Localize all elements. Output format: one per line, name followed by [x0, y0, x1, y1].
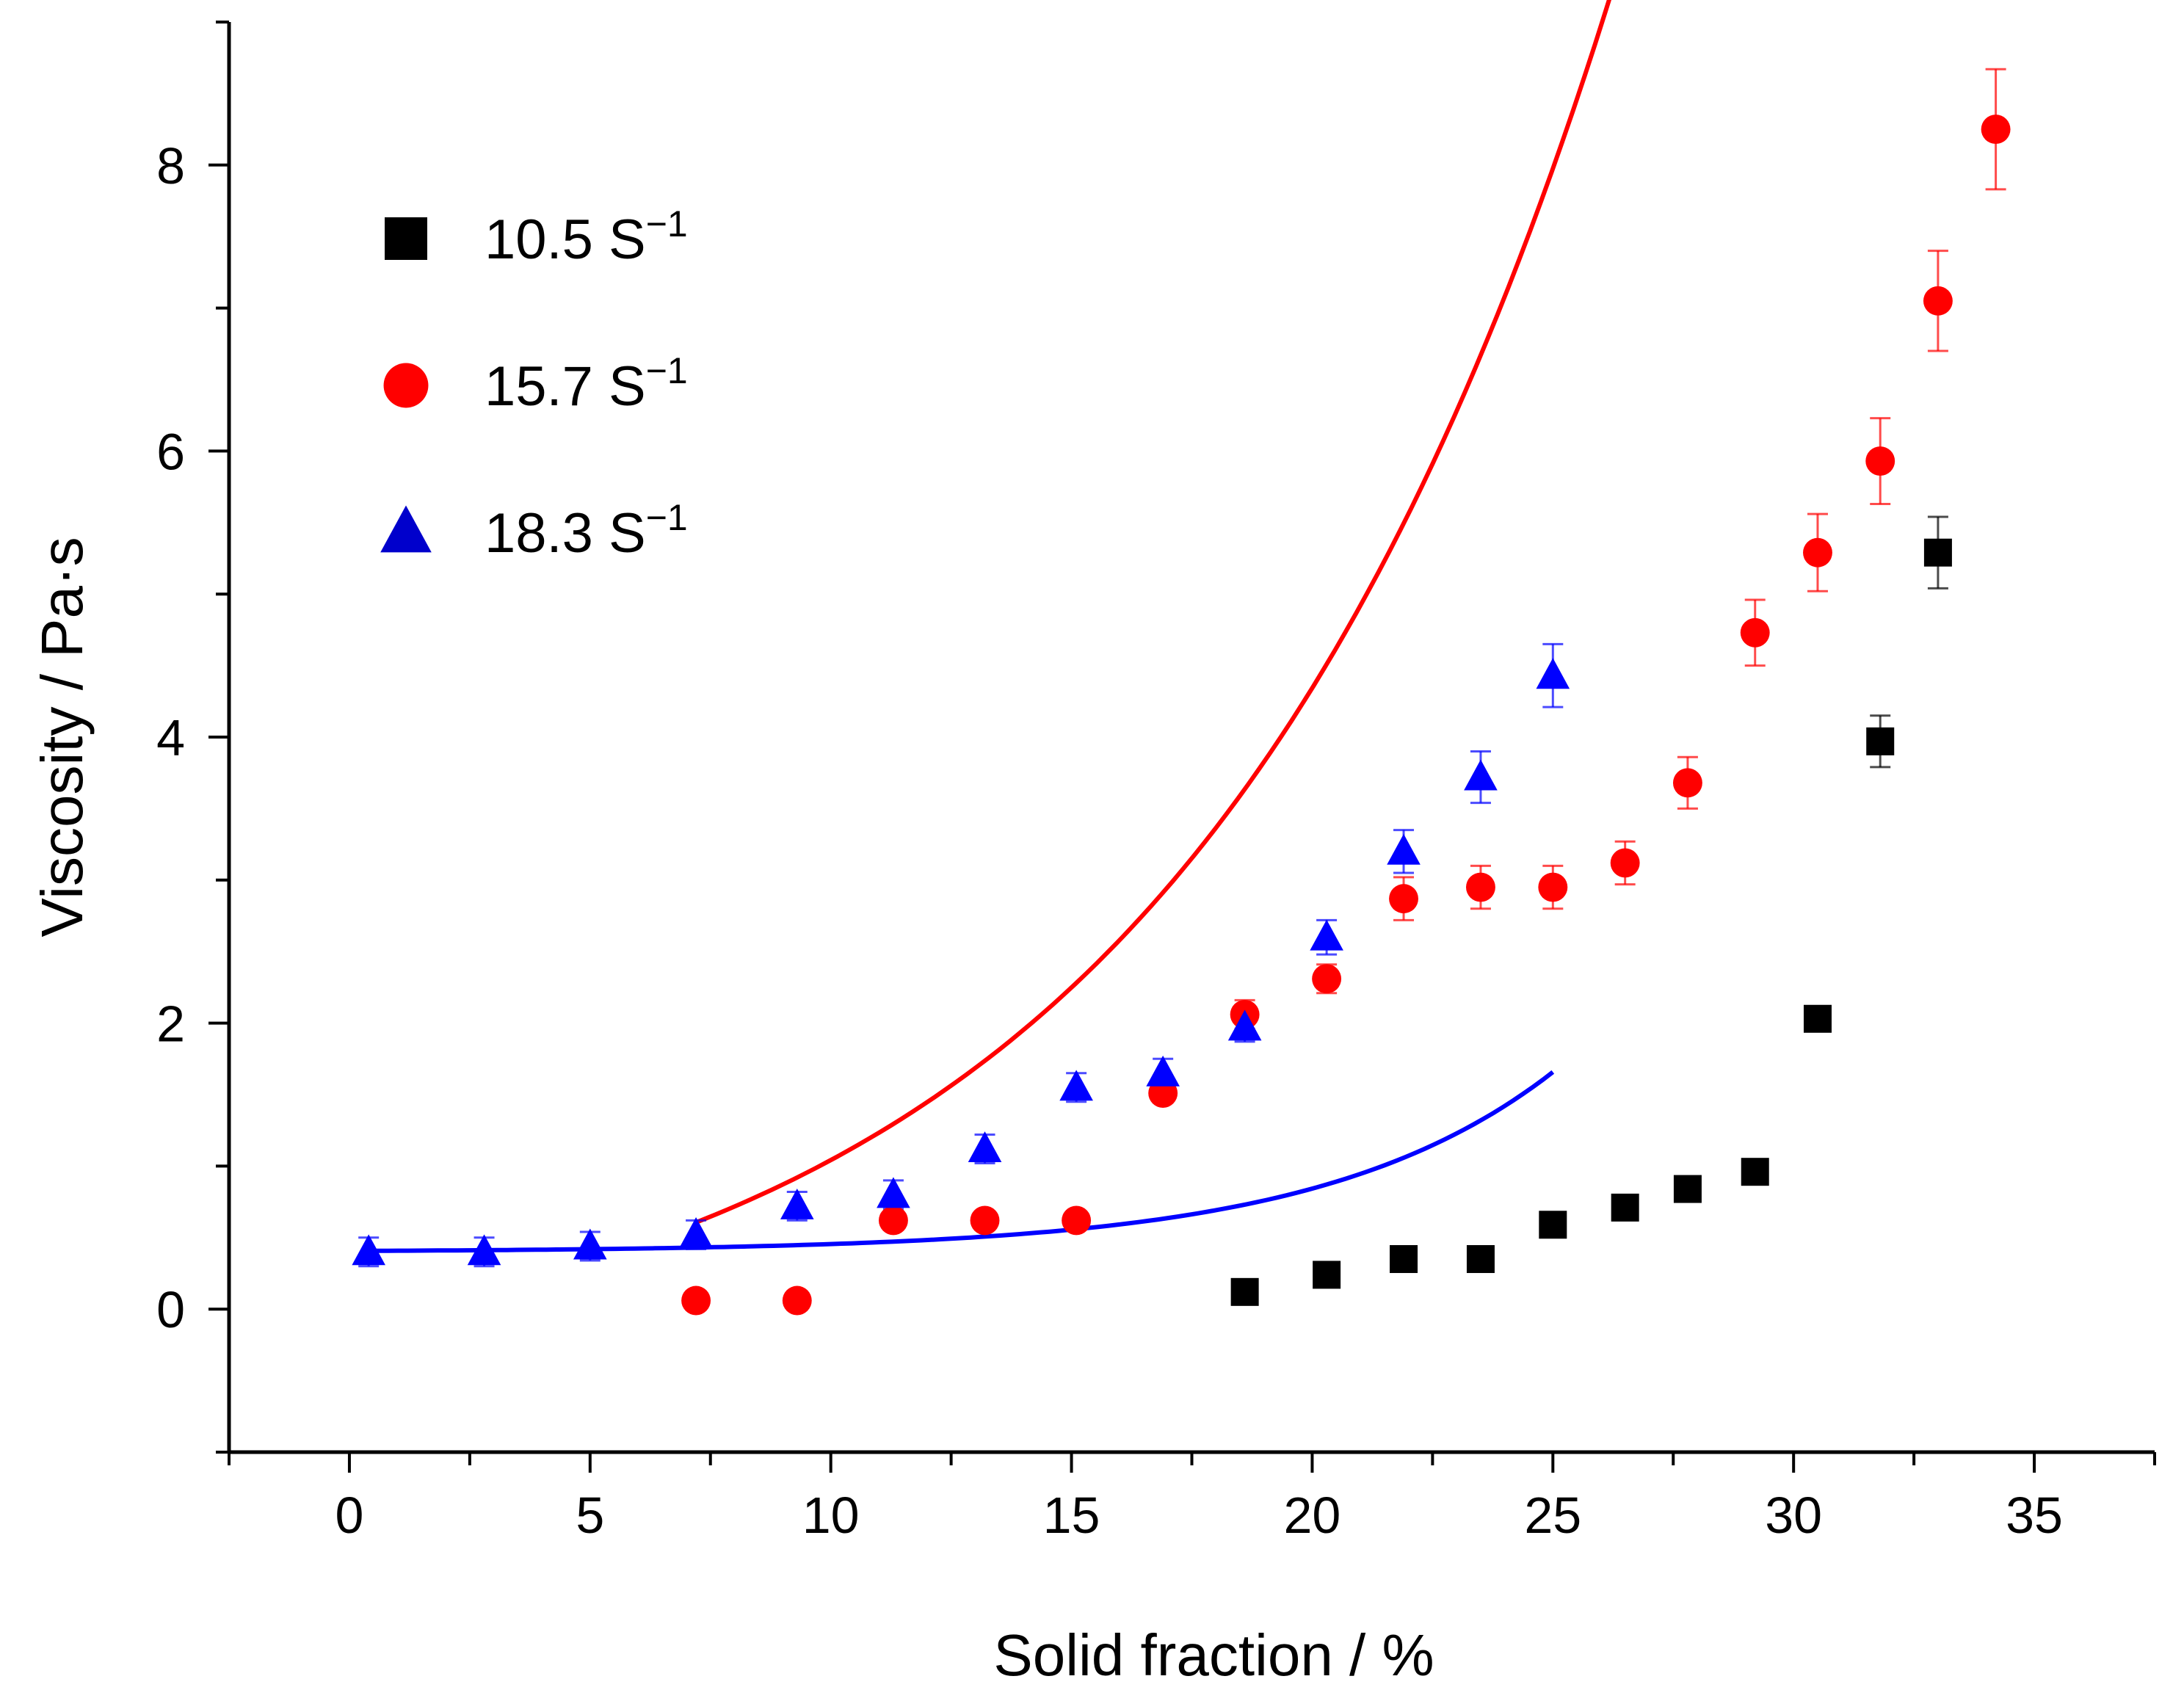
legend-label-text: 10.5 S [485, 208, 646, 271]
data-point-circle [1389, 884, 1418, 914]
legend-marker-square [385, 217, 427, 260]
legend-label: 10.5 S−1 [485, 203, 688, 271]
data-point-circle [1538, 872, 1568, 902]
fit-curve-series-2 [369, 1070, 1555, 1253]
data-point-triangle [1310, 919, 1343, 951]
y-tick-label: 6 [156, 423, 185, 480]
data-points [352, 115, 2011, 1316]
x-tick-label: 10 [802, 1487, 860, 1544]
legend-label-text: 15.7 S [485, 355, 646, 418]
data-point-square [1539, 1211, 1567, 1239]
data-point-circle [681, 1285, 711, 1316]
data-point-square [1741, 1158, 1769, 1186]
legend-label-superscript: −1 [646, 497, 688, 538]
legend-marker-triangle [380, 505, 432, 553]
data-point-triangle [1227, 1009, 1262, 1041]
data-point-circle [1610, 848, 1640, 878]
x-tick-label: 5 [576, 1487, 604, 1544]
data-point-triangle [679, 1216, 713, 1248]
data-point-circle [878, 1205, 908, 1236]
data-point-triangle [1464, 759, 1498, 791]
data-point-triangle [1536, 658, 1570, 689]
x-tick-label: 0 [335, 1487, 363, 1544]
y-axis-title: Viscosity / Pa·s [29, 537, 95, 937]
data-point-square [1923, 538, 1952, 567]
data-point-circle [1865, 446, 1895, 476]
data-point-triangle [352, 1234, 385, 1266]
legend-label-superscript: −1 [646, 203, 688, 244]
data-point-circle [970, 1205, 1000, 1236]
legend-label-superscript: −1 [646, 350, 688, 391]
x-axis-title: Solid fraction / % [993, 1622, 1434, 1688]
data-point-triangle [1387, 833, 1421, 865]
data-point-circle [782, 1285, 812, 1316]
data-point-circle [1740, 617, 1770, 648]
data-point-square [1466, 1245, 1495, 1274]
y-tick-label: 4 [156, 709, 185, 766]
data-point-circle [1062, 1205, 1092, 1236]
data-point-circle [1466, 872, 1495, 902]
y-tick-label: 2 [156, 995, 185, 1053]
data-point-square [1866, 727, 1895, 755]
fit-curve-series-1 [694, 0, 1611, 1225]
data-point-triangle [573, 1228, 607, 1260]
data-point-triangle [780, 1189, 814, 1219]
legend: 10.5 S−115.7 S−118.3 S−1 [380, 203, 688, 565]
legend-marker-circle [383, 363, 429, 408]
fit-curves [369, 0, 1611, 1253]
data-point-square [1313, 1261, 1341, 1289]
legend-label: 15.7 S−1 [485, 350, 688, 418]
data-point-square [1803, 1004, 1832, 1033]
legend-label-text: 18.3 S [485, 502, 646, 565]
data-point-triangle [877, 1177, 910, 1208]
data-point-triangle [467, 1234, 501, 1266]
data-point-circle [1803, 537, 1832, 567]
x-tick-label: 30 [1765, 1487, 1822, 1544]
x-tick-label: 15 [1043, 1487, 1100, 1544]
data-point-square [1390, 1245, 1418, 1274]
data-point-triangle [1059, 1070, 1093, 1101]
data-point-circle [1672, 768, 1702, 798]
x-tick-label: 25 [1524, 1487, 1581, 1544]
data-point-triangle [968, 1131, 1002, 1162]
data-point-circle [1981, 115, 2011, 145]
data-point-square [1230, 1277, 1259, 1306]
x-tick-label: 20 [1284, 1487, 1341, 1544]
data-point-triangle [1146, 1055, 1180, 1087]
y-tick-label: 8 [156, 137, 185, 195]
data-point-square [1673, 1175, 1702, 1203]
legend-label: 18.3 S−1 [485, 497, 688, 565]
axes: 0 5 10 15 20 25 30 35 0 2 4 6 8 Solid fraction / % Vis… [29, 21, 2156, 1688]
x-tick-label: 35 [2006, 1487, 2063, 1544]
data-point-circle [1312, 964, 1342, 994]
y-tick-label: 0 [156, 1281, 185, 1338]
data-point-square [1611, 1193, 1639, 1222]
data-point-circle [1923, 286, 1953, 316]
